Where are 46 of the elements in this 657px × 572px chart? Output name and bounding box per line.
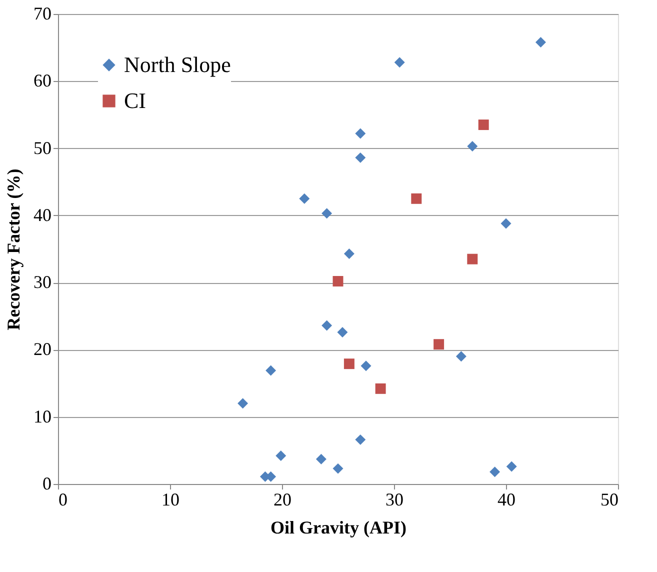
y-tick-label: 10 (34, 406, 52, 426)
y-tick-label: 50 (34, 138, 52, 158)
x-tick-label: 30 (386, 490, 404, 510)
point (266, 365, 276, 376)
point (355, 128, 366, 139)
y-tick-label: 0 (42, 474, 52, 494)
point (360, 360, 372, 372)
point (276, 450, 286, 462)
y-axis-title: Recovery Factor (%) (4, 168, 24, 330)
y-tick-label: 70 (34, 4, 52, 24)
point (344, 248, 354, 259)
point (355, 434, 366, 445)
point (394, 57, 405, 68)
point (456, 351, 466, 362)
x-tick-label: 10 (162, 490, 180, 510)
point (316, 454, 326, 464)
point (344, 358, 354, 370)
point (375, 383, 386, 394)
point (238, 398, 248, 409)
point (506, 461, 517, 472)
point (299, 193, 310, 204)
y-tick-label: 20 (34, 339, 52, 360)
point (337, 327, 348, 338)
legend-label: North Slope (124, 52, 231, 77)
y-tick-label: 40 (34, 204, 52, 225)
x-tick-label: 0 (58, 490, 68, 510)
point (500, 218, 512, 229)
point (478, 120, 489, 130)
point (490, 466, 500, 478)
point (355, 152, 366, 163)
point (434, 339, 444, 350)
x-tick-label: 50 (600, 490, 618, 510)
point (535, 36, 546, 48)
x-tick-label: 40 (498, 490, 516, 510)
x-axis-title: Oil Gravity (API) (270, 518, 406, 538)
point (332, 276, 344, 286)
point (322, 208, 332, 219)
y-tick-label: 60 (34, 70, 52, 91)
y-tick-label: 30 (34, 272, 52, 292)
point (322, 320, 332, 331)
point (467, 254, 478, 264)
x-tick-label: 20 (274, 490, 292, 510)
point (467, 141, 478, 152)
point (332, 463, 344, 474)
legend-label: CI (124, 88, 146, 113)
point (411, 193, 422, 204)
